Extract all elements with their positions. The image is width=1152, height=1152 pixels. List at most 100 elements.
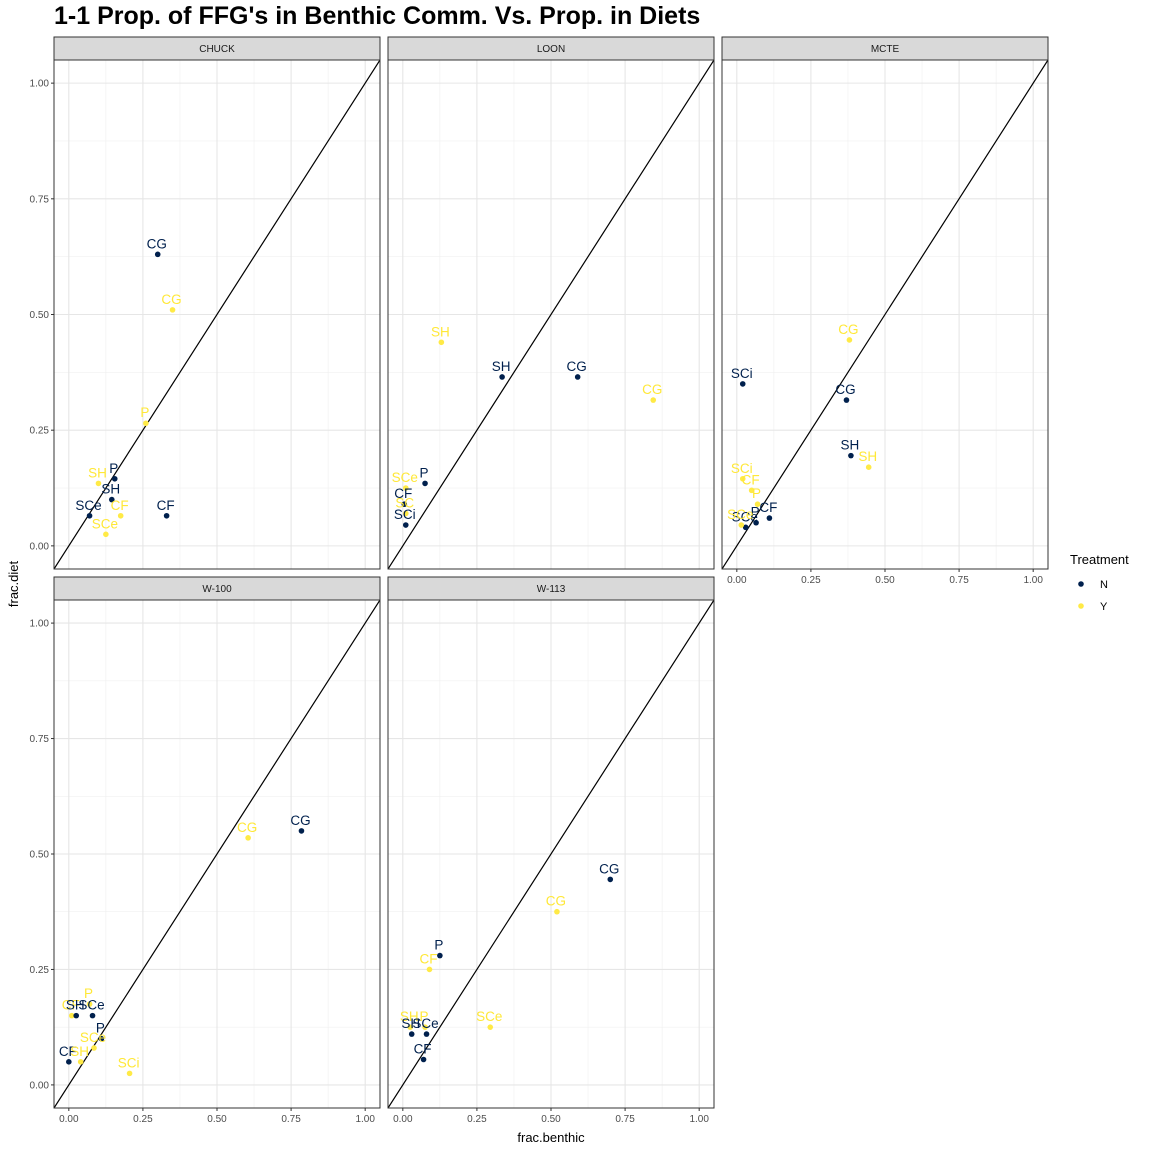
data-point-p (86, 1001, 93, 1007)
facet-strip-label: MCTE (871, 44, 900, 55)
facet-strip-label: W-100 (202, 584, 232, 595)
point-label: SH (400, 1009, 419, 1024)
x-tick-label: 0.50 (875, 575, 895, 586)
data-point-cf (748, 487, 755, 494)
point-label: SCe (727, 507, 753, 522)
x-tick-label: 0.00 (59, 1114, 79, 1125)
data-point-sce (86, 512, 93, 519)
x-tick-label: 0.25 (801, 575, 821, 586)
legend-key-y (1078, 603, 1084, 609)
x-tick-label: 0.00 (727, 575, 747, 586)
data-point-p (143, 420, 149, 427)
one-to-one-line (388, 600, 714, 1108)
point-label: P (84, 986, 93, 1001)
data-point-p (422, 1024, 428, 1030)
point-label: CG (290, 813, 310, 828)
point-label: CF (157, 498, 175, 513)
data-point-cf (117, 512, 124, 519)
point-label: CG (546, 894, 566, 909)
point-label: SH (88, 465, 107, 480)
point-label: SCi (118, 1055, 140, 1070)
point-label: P (420, 465, 429, 480)
data-point-sce (402, 485, 409, 491)
facet-strip (721, 36, 1049, 61)
data-point-cg (554, 908, 560, 915)
data-point-cf (68, 1012, 75, 1019)
data-point-sh (408, 1031, 415, 1037)
point-label: CF (742, 472, 760, 487)
y-tick-label: 0.75 (30, 734, 50, 745)
x-tick-label: 0.75 (281, 1114, 301, 1125)
legend-title: Treatment (1070, 552, 1129, 567)
y-axis-title: frac.diet (6, 560, 21, 607)
y-tick-label: 0.75 (30, 194, 50, 205)
x-tick-label: 0.75 (615, 1114, 635, 1125)
point-label: SCe (732, 509, 758, 524)
facet-strip-label: W-113 (537, 584, 566, 595)
data-point-p (753, 519, 759, 526)
y-tick-label: 1.00 (30, 619, 50, 630)
data-point-cf (401, 501, 408, 508)
point-label: SCe (412, 1016, 438, 1031)
point-label: SC (395, 495, 414, 510)
point-label: SH (101, 482, 120, 497)
data-point-sci (739, 475, 746, 482)
point-label: SCi (731, 461, 753, 476)
facet-strip-label: LOON (537, 44, 565, 55)
point-label: P (96, 1021, 105, 1036)
point-label: CF (759, 500, 777, 515)
legend-label: Y (1100, 601, 1108, 613)
data-point-sce (89, 1012, 96, 1019)
x-tick-label: 0.25 (133, 1114, 153, 1125)
point-label: P (752, 486, 761, 501)
data-point-cf (420, 1056, 427, 1063)
data-point-cf (426, 966, 433, 973)
one-to-one-line (54, 600, 380, 1108)
data-point-cg (650, 397, 657, 403)
legend: Treatment NY (1070, 552, 1129, 613)
data-point-sce (103, 531, 109, 538)
chart-title: 1-1 Prop. of FFG's in Benthic Comm. Vs. … (54, 2, 701, 30)
data-point-cg (846, 337, 853, 343)
data-point-cg (169, 307, 176, 313)
x-tick-label: 0.75 (949, 575, 969, 586)
facet-strip (387, 576, 715, 601)
data-point-p (98, 1035, 105, 1042)
one-to-one-line (388, 60, 714, 569)
point-label: P (109, 461, 118, 476)
data-point-p (754, 501, 761, 508)
x-tick-label: 0.50 (207, 1114, 227, 1125)
one-to-one-line (54, 60, 380, 569)
data-point-sc (402, 510, 409, 517)
point-label: SCi (731, 366, 753, 381)
data-point-cf (163, 512, 170, 519)
data-point-sh (108, 496, 115, 503)
point-label: SH (858, 449, 877, 464)
point-label: CF (59, 1044, 77, 1059)
y-tick-label: 1.00 (30, 79, 50, 90)
point-label: SH (492, 359, 511, 374)
point-label: P (751, 505, 760, 520)
data-point-sh (77, 1059, 84, 1065)
point-label: SH (841, 438, 860, 453)
data-point-sce (91, 1045, 97, 1051)
y-tick-label: 0.50 (30, 310, 50, 321)
data-point-cg (843, 397, 850, 403)
legend-label: N (1100, 579, 1108, 591)
data-point-cg (298, 828, 305, 834)
point-label: SCi (394, 507, 416, 522)
y-tick-label: 0.50 (30, 850, 50, 861)
data-point-sh (865, 464, 872, 471)
legend-key-n (1078, 581, 1084, 587)
point-label: P (140, 405, 149, 420)
y-tick-label: 0.00 (30, 1080, 50, 1091)
point-label: CG (835, 382, 855, 397)
point-label: SCe (80, 1030, 106, 1045)
point-label: SCe (78, 998, 104, 1013)
x-tick-label: 1.00 (689, 1114, 709, 1125)
point-label: SH (431, 324, 450, 339)
facet-strip-label: CHUCK (199, 44, 235, 55)
y-tick-label: 0.25 (30, 426, 50, 437)
